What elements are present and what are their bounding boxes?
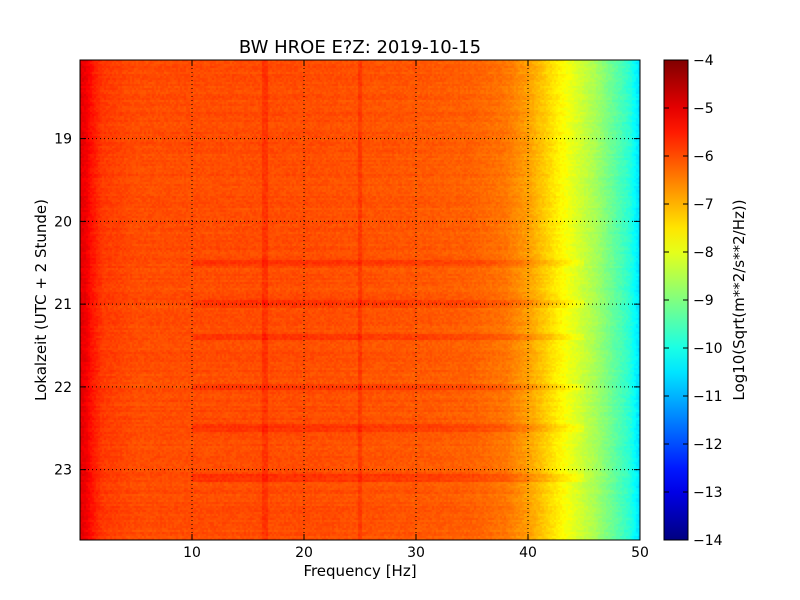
y-tick-label: 22 [54, 380, 72, 396]
plot-area: 10 20 30 40 50 19 20 21 22 23 [54, 59, 649, 561]
colorbar-tick-label: −4 [693, 53, 714, 69]
colorbar-tick-label: −13 [693, 485, 723, 501]
colorbar-tick-label: −11 [693, 389, 723, 405]
colorbar-tick-label: −10 [693, 341, 723, 357]
colorbar-tick-label: −7 [693, 197, 714, 213]
y-tick-label: 20 [54, 214, 72, 230]
y-tick-label: 23 [54, 463, 72, 479]
x-tick-label: 30 [407, 545, 425, 561]
x-tick-label: 10 [183, 545, 201, 561]
colorbar-tick-label: −6 [693, 149, 714, 165]
colorbar-tick-label: −9 [693, 293, 714, 309]
colorbar-tick-label: −8 [693, 245, 714, 261]
plot-frame [79, 59, 641, 541]
x-tick-label: 50 [631, 545, 649, 561]
x-axis-label: Frequency [Hz] [303, 562, 416, 580]
colorbar: −4 −5 −6 −7 −8 −9 −10 −11 −12 −13 −14 [663, 53, 723, 549]
spectrogram-image [80, 60, 640, 540]
y-tick-label: 21 [54, 297, 72, 313]
x-tick-label: 40 [519, 545, 537, 561]
colorbar-label: Log10(Sqrt(m**2/s**2/Hz)) [730, 199, 748, 400]
colorbar-tick-label: −14 [693, 533, 723, 549]
colorbar-tick-label: −12 [693, 437, 723, 453]
x-tick-label: 20 [295, 545, 313, 561]
colorbar-tick-label: −5 [693, 101, 714, 117]
chart-title: BW HROE E?Z: 2019-10-15 [239, 37, 481, 58]
y-axis-label: Lokalzeit (UTC + 2 Stunde) [32, 199, 50, 401]
y-tick-label: 19 [54, 132, 72, 148]
